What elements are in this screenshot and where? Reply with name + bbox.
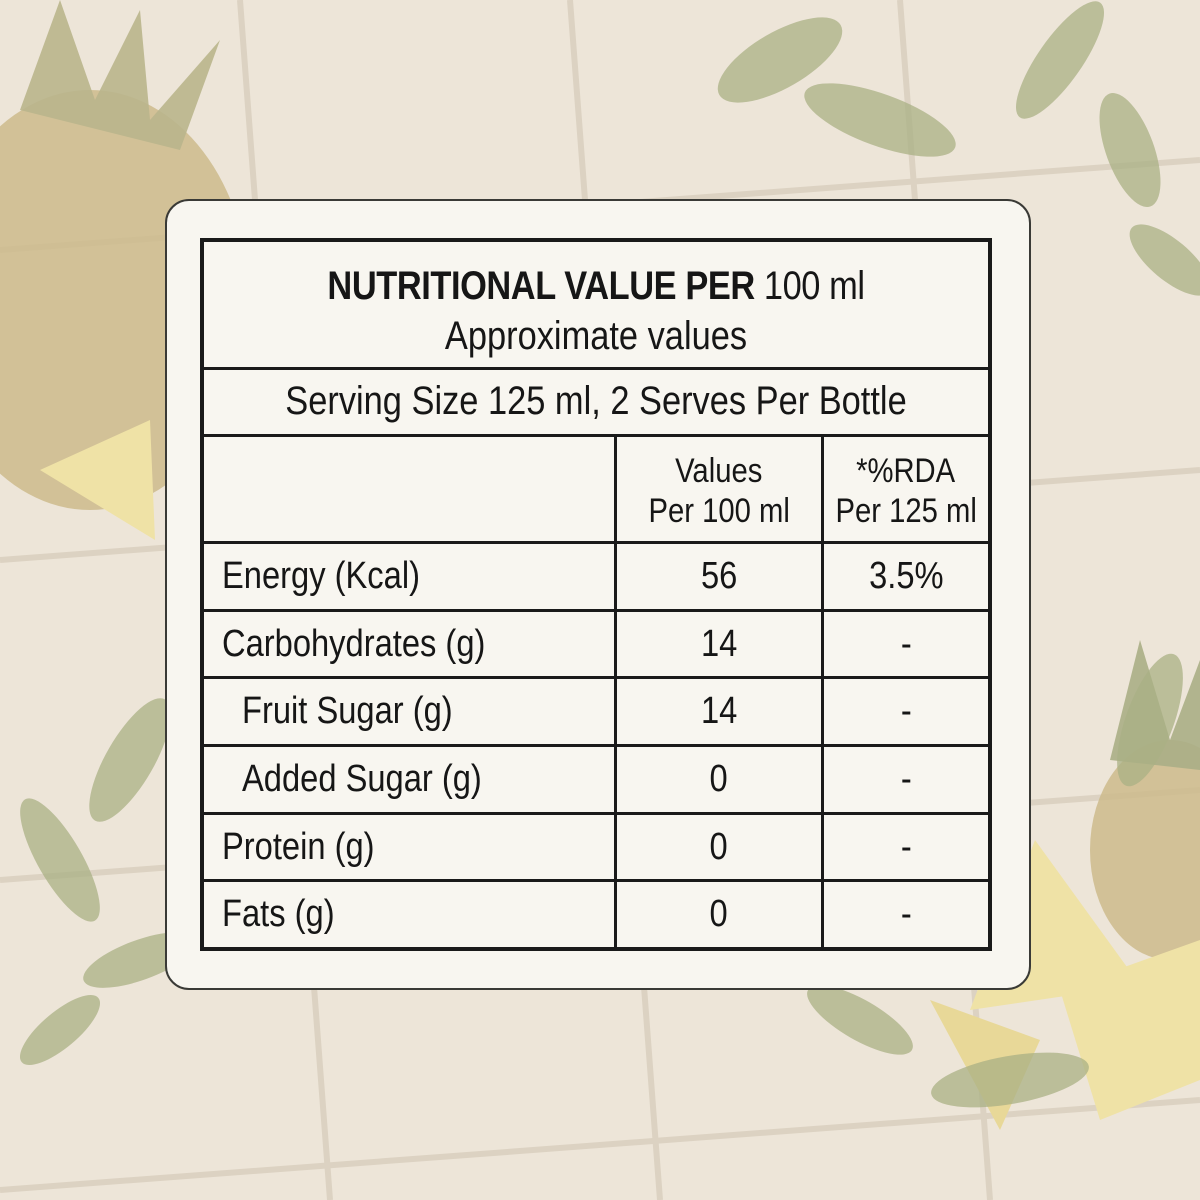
row-divider	[204, 541, 988, 544]
column-divider	[614, 437, 617, 947]
row-divider	[204, 744, 988, 747]
row-divider	[204, 879, 988, 882]
table-title-bold: NUTRITIONAL VALUE PER	[327, 264, 755, 308]
nutrition-table: NUTRITIONAL VALUE PER 100 ml Approximate…	[200, 238, 992, 951]
column-header-values-line2: Per 100 ml	[648, 492, 790, 530]
nutrient-name: Carbohydrates (g)	[222, 623, 486, 665]
nutrient-name: Fats (g)	[222, 893, 335, 935]
serving-size-text: Serving Size 125 ml, 2 Serves Per Bottle	[285, 379, 907, 423]
column-header-rda-line1: *%RDA	[856, 452, 956, 490]
nutrient-rda: -	[900, 826, 912, 868]
leaves	[19, 1, 1200, 1108]
nutrient-name: Energy (Kcal)	[222, 555, 420, 597]
column-header-rda-line2: Per 125 ml	[835, 492, 977, 530]
table-title-unit: 100 ml	[763, 264, 865, 308]
nutrient-name: Added Sugar (g)	[242, 758, 482, 800]
table-header: NUTRITIONAL VALUE PER 100 ml Approximate…	[204, 242, 988, 370]
nutrient-rda: -	[900, 690, 912, 732]
nutrient-value: 56	[700, 555, 738, 597]
column-divider	[821, 437, 824, 947]
nutrient-name: Fruit Sugar (g)	[242, 690, 453, 732]
nutrient-value: 0	[709, 826, 729, 868]
nutrient-value: 0	[709, 893, 729, 935]
nutrient-value: 14	[700, 623, 738, 665]
table-subtitle: Approximate values	[444, 314, 748, 358]
column-header-rda: *%RDA Per 125 ml	[824, 451, 988, 531]
column-header-values: Values Per 100 ml	[617, 451, 821, 531]
nutrient-value: 14	[700, 690, 738, 732]
nutrition-card	[165, 199, 1031, 990]
column-header-values-line1: Values	[675, 452, 763, 490]
serving-size-row: Serving Size 125 ml, 2 Serves Per Bottle	[204, 367, 988, 437]
table-title: NUTRITIONAL VALUE PER 100 ml	[259, 264, 933, 309]
row-divider	[204, 609, 988, 612]
nutrient-value: 0	[709, 758, 729, 800]
nutrient-grid: Values Per 100 ml *%RDA Per 125 ml Energ…	[204, 437, 988, 947]
nutrient-rda: -	[900, 893, 912, 935]
nutrient-name: Protein (g)	[222, 826, 375, 868]
row-divider	[204, 676, 988, 679]
nutrient-rda: 3.5%	[868, 555, 944, 597]
nutrient-rda: -	[900, 758, 912, 800]
row-divider	[204, 812, 988, 815]
nutrient-rda: -	[900, 623, 912, 665]
